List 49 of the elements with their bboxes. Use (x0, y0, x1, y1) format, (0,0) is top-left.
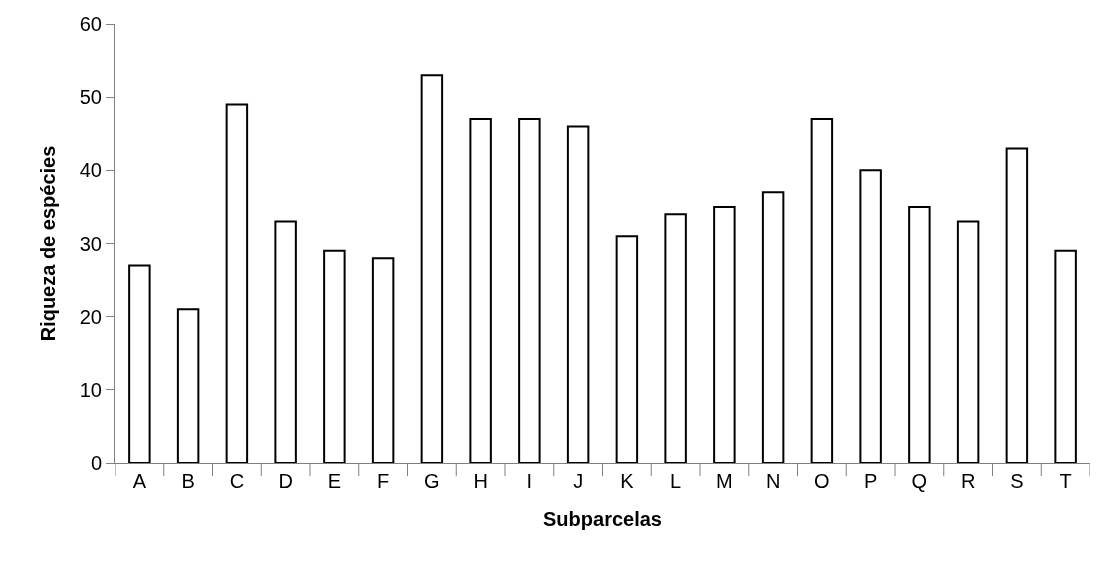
x-tick-label: H (473, 470, 488, 492)
bar (469, 118, 492, 463)
bar (274, 220, 297, 463)
x-tick-label: Q (911, 470, 928, 492)
bar (176, 308, 200, 463)
x-axis-title: Subparcelas (543, 507, 662, 530)
bar (713, 205, 736, 463)
x-tick-label: R (960, 470, 976, 492)
x-tick-label: K (620, 470, 635, 492)
x-tick-label: I (526, 470, 533, 492)
y-tick-label: 30 (79, 232, 102, 255)
bar (1054, 249, 1077, 463)
bar (323, 249, 346, 463)
x-tick-label: B (181, 470, 195, 492)
x-tick-label: E (327, 470, 342, 492)
x-tick-label: M (716, 470, 733, 492)
bar (225, 103, 249, 463)
x-tick-label: L (670, 470, 682, 492)
y-tick-label: 50 (79, 86, 102, 109)
x-tick-label: P (863, 470, 878, 492)
bar (761, 191, 785, 463)
x-tick-label: T (1059, 470, 1072, 492)
x-tick-label: S (1010, 470, 1024, 492)
x-tick-label: D (278, 470, 293, 492)
bar (128, 264, 151, 463)
y-tick-label: 60 (79, 13, 102, 35)
bar (1005, 147, 1029, 463)
y-tick-label: 20 (79, 305, 102, 328)
bar (420, 74, 444, 463)
y-axis-title: Riqueza de espécies (37, 145, 60, 342)
bar (664, 213, 687, 463)
x-tick-label: A (132, 470, 147, 492)
bar (810, 118, 834, 463)
bar (956, 220, 980, 463)
x-tick-label: C (229, 470, 245, 492)
bar (371, 257, 395, 463)
x-tick-label: N (765, 470, 781, 492)
bar (859, 169, 882, 463)
x-tick-label: J (573, 470, 584, 492)
x-tick-label: G (424, 470, 440, 492)
y-tick-label: 0 (90, 452, 102, 474)
bar (615, 235, 639, 463)
bar (518, 118, 541, 463)
y-tick-label: 40 (79, 159, 102, 182)
bar (908, 205, 931, 463)
y-tick-label: 10 (79, 378, 102, 401)
bar (566, 125, 590, 463)
x-tick-label: F (377, 470, 390, 492)
x-tick-label: O (814, 470, 830, 492)
